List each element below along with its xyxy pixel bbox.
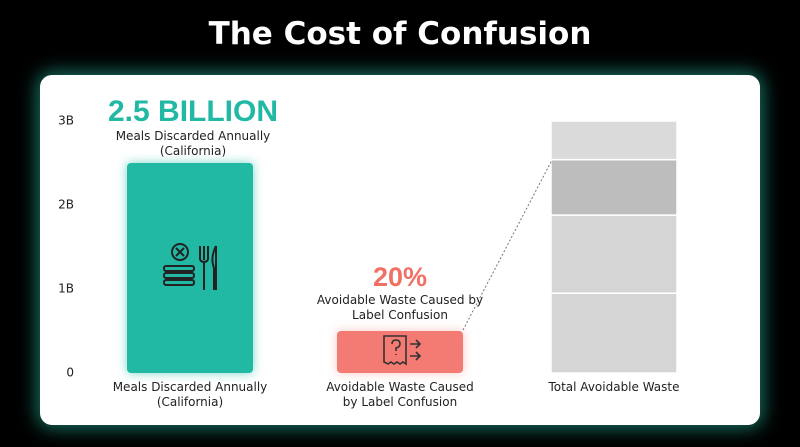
- annotation-text: Meals Discarded Annually (California): [115, 129, 271, 158]
- x-tick-label: Total Avoidable Waste: [548, 380, 680, 394]
- y-tick-label: 2B: [58, 198, 74, 212]
- receipt-icon: [383, 335, 422, 366]
- bar-segment: [550, 120, 678, 161]
- plate-icon: [163, 243, 217, 290]
- chart-title: The Cost of Confusion: [208, 16, 592, 52]
- x-tick-label: Meals Discarded Annually (California): [112, 380, 268, 409]
- annotation-value: 2.5 BILLION: [107, 95, 279, 128]
- x-tick-label: Avoidable Waste Caused by Label Confusio…: [326, 380, 474, 409]
- bar: [127, 163, 253, 373]
- bar-segment: [550, 214, 678, 294]
- y-tick-label: 1B: [58, 282, 74, 296]
- bar-segment: [550, 292, 678, 374]
- annotation-value: 20%: [372, 262, 428, 292]
- y-tick-label: 0: [66, 366, 74, 380]
- bar: [337, 331, 463, 373]
- bar-segment: [550, 158, 678, 216]
- y-tick-label: 3B: [58, 114, 74, 128]
- annotation-text: Avoidable Waste Caused by Label Confusio…: [316, 293, 484, 322]
